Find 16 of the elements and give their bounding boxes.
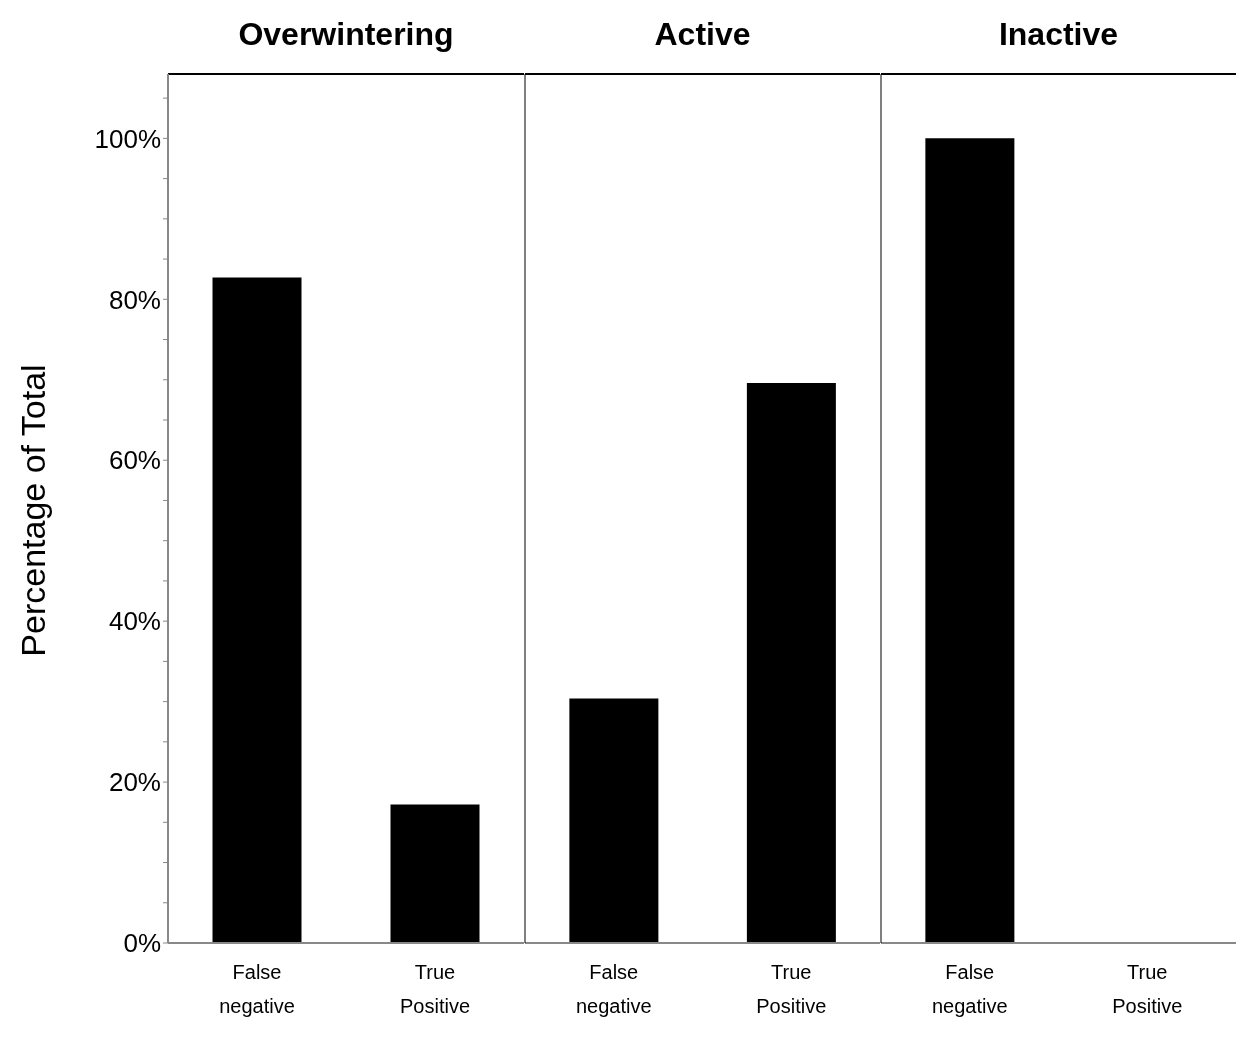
y-tick-label: 100% — [94, 123, 161, 154]
x-tick-label: True Positive — [1112, 961, 1183, 1017]
chart-title: Overwintering — [237, 15, 455, 54]
x-tick-label: False negative — [931, 961, 1008, 1017]
y-tick-label: 60% — [108, 445, 161, 476]
y-axis-title: Percentage of Total — [13, 364, 53, 657]
y-tick-label: 20% — [108, 767, 161, 798]
x-tick-label: False negative — [575, 961, 652, 1017]
y-tick-label: 40% — [108, 606, 161, 637]
x-tick-label: True Positive — [756, 961, 827, 1017]
x-tick-label: True Positive — [399, 961, 471, 1017]
chart-title: Inactive — [997, 15, 1120, 54]
y-tick-label: 0% — [123, 928, 161, 959]
chart-title: Active — [653, 15, 752, 54]
y-tick-label: 80% — [108, 284, 161, 315]
x-tick-label: False negative — [219, 961, 295, 1017]
